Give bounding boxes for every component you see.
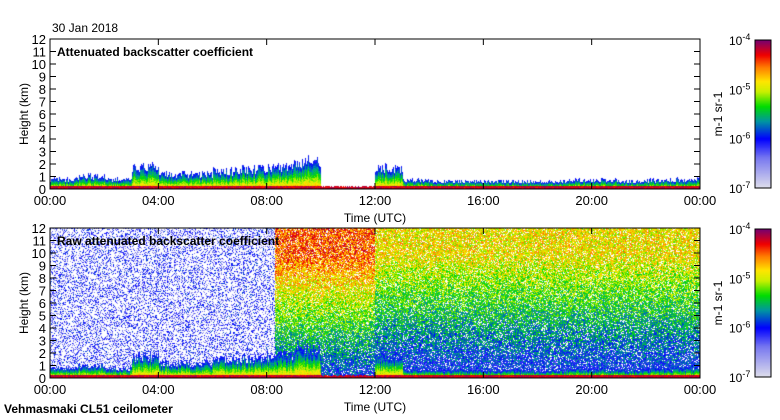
panel-title: Attenuated backscatter coefficient bbox=[57, 45, 253, 59]
colorbar bbox=[755, 229, 771, 377]
colorbar-tick-label: 10-4 bbox=[729, 221, 750, 237]
y-tick-label: 3 bbox=[39, 145, 46, 160]
y-tick-label: 7 bbox=[39, 284, 46, 299]
footer-label: Vehmasmaki CL51 ceilometer bbox=[4, 402, 173, 416]
x-tick-label: 16:00 bbox=[467, 193, 500, 208]
colorbar-tick-label: 10-4 bbox=[729, 32, 750, 48]
colorbar-frame bbox=[754, 39, 772, 189]
y-tick-label: 9 bbox=[39, 259, 46, 274]
y-tick-label: 8 bbox=[39, 82, 46, 97]
colorbar-tick-label: 10-5 bbox=[729, 81, 750, 97]
x-tick-label: 00:00 bbox=[684, 193, 717, 208]
x-axis-label: Time (UTC) bbox=[344, 211, 406, 225]
y-tick-label: 4 bbox=[39, 321, 46, 336]
y-tick-label: 3 bbox=[39, 334, 46, 349]
plot-frame bbox=[49, 227, 701, 379]
y-tick-label: 10 bbox=[32, 246, 46, 261]
y-tick-label: 8 bbox=[39, 271, 46, 286]
x-tick-label: 08:00 bbox=[250, 193, 283, 208]
x-tick-label: 12:00 bbox=[359, 193, 392, 208]
colorbar-frame bbox=[754, 228, 772, 378]
date-label: 30 Jan 2018 bbox=[52, 21, 118, 35]
x-tick-label: 08:00 bbox=[250, 382, 283, 397]
x-tick-label: 16:00 bbox=[467, 382, 500, 397]
y-tick-label: 11 bbox=[33, 234, 47, 249]
colorbar bbox=[755, 40, 771, 188]
y-axis-label: Height (km) bbox=[17, 272, 31, 334]
y-tick-label: 2 bbox=[39, 157, 46, 172]
y-tick-label: 4 bbox=[39, 132, 46, 147]
y-axis-label: Height (km) bbox=[17, 83, 31, 145]
y-tick-label: 11 bbox=[33, 45, 47, 60]
x-tick-label: 04:00 bbox=[142, 193, 175, 208]
y-tick-label: 5 bbox=[39, 309, 46, 324]
y-tick-label: 12 bbox=[32, 32, 46, 47]
x-tick-label: 20:00 bbox=[575, 382, 608, 397]
y-tick-label: 9 bbox=[39, 70, 46, 85]
y-tick-label: 10 bbox=[32, 57, 46, 72]
raw-backscatter-heatmap bbox=[50, 228, 700, 378]
y-tick-label: 0 bbox=[39, 371, 46, 386]
x-axis-label: Time (UTC) bbox=[344, 400, 406, 414]
y-tick-label: 5 bbox=[39, 120, 46, 135]
y-tick-label: 6 bbox=[39, 107, 46, 122]
colorbar-label: m-1 sr-1 bbox=[711, 91, 725, 136]
y-tick-label: 6 bbox=[39, 296, 46, 311]
x-tick-label: 00:00 bbox=[34, 382, 67, 397]
colorbar-tick-label: 10-7 bbox=[729, 180, 750, 196]
x-tick-label: 00:00 bbox=[34, 193, 67, 208]
colorbar-label: m-1 sr-1 bbox=[711, 280, 725, 325]
y-tick-label: 2 bbox=[39, 346, 46, 361]
backscatter-heatmap bbox=[50, 39, 700, 189]
colorbar-tick-label: 10-6 bbox=[729, 131, 750, 147]
y-tick-label: 0 bbox=[39, 182, 46, 197]
panel-title: Raw attenuated backscatter coefficient bbox=[57, 234, 279, 248]
y-tick-label: 1 bbox=[39, 359, 46, 374]
colorbar-tick-label: 10-6 bbox=[729, 320, 750, 336]
x-tick-label: 12:00 bbox=[359, 382, 392, 397]
x-tick-label: 20:00 bbox=[575, 193, 608, 208]
plot-frame bbox=[49, 38, 701, 190]
y-tick-label: 12 bbox=[32, 221, 46, 236]
y-tick-label: 1 bbox=[39, 170, 46, 185]
x-tick-label: 04:00 bbox=[142, 382, 175, 397]
colorbar-tick-label: 10-7 bbox=[729, 369, 750, 385]
x-tick-label: 00:00 bbox=[684, 382, 717, 397]
colorbar-tick-label: 10-5 bbox=[729, 270, 750, 286]
y-tick-label: 7 bbox=[39, 95, 46, 110]
